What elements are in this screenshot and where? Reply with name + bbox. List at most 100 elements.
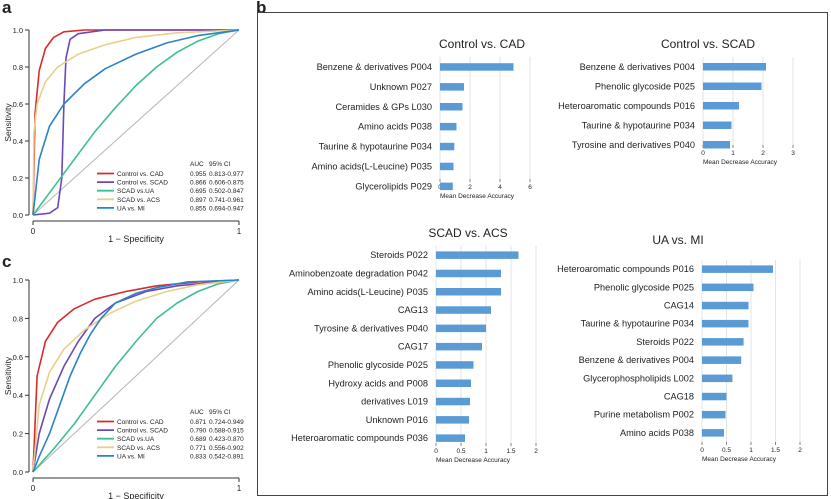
y-tick-label-c: 0.6	[13, 353, 23, 362]
bar-label-b4-2: CAG14	[664, 301, 694, 311]
legend-header-ci-c: 95% CI	[209, 409, 231, 416]
x-tick-label-b3: 0	[434, 448, 438, 455]
bar-label-b1-6: Glycerolipids P029	[355, 181, 432, 191]
y-tick-label-a: 0.4	[13, 137, 23, 146]
legend-ci-a-3: 0.741-0.961	[209, 197, 244, 204]
chart-title-b2: Control vs. SCAD	[661, 37, 755, 51]
y-tick-label-c: 1.0	[13, 276, 23, 285]
bar-b1-4	[440, 142, 455, 151]
y-tick-label-c: 0.2	[13, 430, 23, 439]
bar-b4-0	[702, 265, 773, 273]
chart-title-b1: Control vs. CAD	[439, 37, 525, 51]
legend-series-name-a-4: UA vs. MI	[117, 205, 145, 212]
bar-label-b2-4: Tyrosine and derivatives P040	[572, 140, 695, 150]
roc-curve-a-4	[32, 29, 240, 216]
y-tick-label-a: 0.8	[13, 63, 23, 72]
legend-ci-c-4: 0.542-0.891	[209, 453, 244, 460]
legend-auc-a-1: 0.866	[190, 180, 207, 187]
x-tick-label-b3: 1	[484, 448, 488, 455]
legend-series-name-c-4: UA vs. MI	[117, 453, 145, 460]
bar-b4-9	[702, 429, 724, 437]
x-tick-label-b2: 1	[731, 150, 735, 157]
roc-curve-a-1	[32, 29, 239, 216]
bar-label-b4-7: CAG18	[664, 392, 694, 402]
bar-b2-3	[703, 121, 732, 129]
panel-letter-a: a	[2, 0, 12, 17]
bar-label-b4-3: Taurine & hypotaurine P034	[581, 319, 694, 329]
reference-diagonal-a	[32, 29, 240, 216]
legend-auc-a-2: 0.695	[190, 188, 207, 195]
x-tick-label-b3: 2	[534, 448, 538, 455]
chart-title-b4: UA vs. MI	[652, 233, 703, 247]
bar-b3-2	[436, 288, 501, 296]
legend-series-name-c-3: SCAD vs. ACS	[117, 445, 161, 452]
y-axis-label-a: Sensitivity	[3, 103, 13, 142]
legend-auc-c-0: 0.871	[190, 419, 207, 426]
x-tick-label-a: 1	[237, 227, 242, 236]
bar-b2-0	[703, 63, 766, 71]
legend-series-name-a-2: SCAD vs.UA	[117, 188, 155, 195]
x-tick-label-b2: 0	[701, 150, 705, 157]
bar-b3-7	[436, 379, 471, 387]
legend-ci-c-1: 0.588-0.915	[209, 428, 244, 435]
legend-series-name-c-2: SCAD vs.UA	[117, 436, 155, 443]
legend-ci-c-0: 0.724-0.949	[209, 419, 244, 426]
legend-auc-c-3: 0.771	[190, 445, 207, 452]
bar-b3-0	[436, 251, 519, 259]
roc-curve-c-1	[32, 279, 240, 473]
x-axis-label-c: 1 − Specificity	[108, 491, 164, 499]
bar-b4-6	[702, 374, 733, 383]
bar-b3-3	[436, 306, 491, 314]
legend-ci-c-2: 0.423-0.870	[209, 436, 244, 443]
bar-b2-2	[703, 102, 739, 110]
legend-auc-a-0: 0.955	[190, 171, 207, 178]
roc-curve-c-4	[32, 279, 240, 473]
bar-b4-8	[702, 410, 726, 419]
bar-label-b3-0: Steroids P022	[370, 250, 428, 260]
x-axis-label-b1: Mean Decrease Accuracy	[440, 193, 515, 200]
x-tick-label-b1: 6	[528, 184, 532, 191]
roc-curve-a-2	[32, 29, 240, 216]
bar-label-b3-1: Aminobenzoate degradation P042	[289, 268, 428, 278]
bar-label-b1-0: Benzene & derivatives P004	[317, 62, 432, 72]
legend-header-auc-c: AUC	[190, 409, 204, 416]
bar-b2-1	[703, 82, 762, 90]
roc-curve-c-3	[32, 279, 240, 473]
x-tick-label-c: 0	[31, 484, 36, 493]
bar-b3-10	[436, 434, 465, 442]
legend-series-name-c-1: Control vs. SCAD	[117, 428, 168, 435]
legend-auc-c-2: 0.689	[190, 436, 207, 443]
panel-b-frame	[257, 12, 828, 496]
bar-label-b3-8: derivatives L019	[361, 397, 428, 407]
bar-b4-5	[702, 356, 742, 364]
bar-label-b4-5: Benzene & derivatives P004	[579, 355, 694, 365]
x-tick-label-b2: 2	[761, 150, 765, 157]
bar-b4-7	[702, 392, 727, 401]
roc-curve-a-3	[32, 29, 240, 216]
bar-label-b1-1: Unknown P027	[370, 82, 432, 92]
legend-auc-c-1: 0.790	[190, 428, 207, 435]
roc-curve-c-2	[32, 279, 240, 473]
bar-label-b3-4: Tyrosine & derivatives P040	[314, 323, 428, 333]
bar-b1-3	[440, 122, 457, 131]
x-tick-label-b1: 4	[498, 184, 502, 191]
bar-label-b3-2: Amino acids(L-Leucine) P035	[307, 287, 428, 297]
legend-auc-a-3: 0.897	[190, 197, 207, 204]
bar-b2-4	[703, 141, 730, 149]
bar-b3-6	[436, 361, 474, 369]
bar-label-b4-6: Glycerophospholipids L002	[583, 373, 694, 383]
bar-b1-2	[440, 103, 463, 111]
bar-b1-5	[440, 162, 454, 171]
chart-title-b3: SCAD vs. ACS	[428, 226, 507, 240]
bar-b4-3	[702, 319, 749, 328]
legend-ci-a-4: 0.694-0.947	[209, 205, 244, 212]
y-tick-label-c: 0.8	[13, 314, 23, 323]
y-axis-label-c: Sensitivity	[3, 356, 13, 395]
panel-letter-c: c	[2, 252, 12, 271]
legend-auc-a-4: 0.855	[190, 205, 207, 212]
x-tick-label-c: 1	[237, 484, 242, 493]
legend-ci-a-2: 0.502-0.847	[209, 188, 244, 195]
bar-label-b4-9: Amino acids P038	[620, 428, 694, 438]
y-tick-label-a: 1.0	[13, 26, 23, 35]
reference-diagonal-c	[32, 279, 240, 473]
